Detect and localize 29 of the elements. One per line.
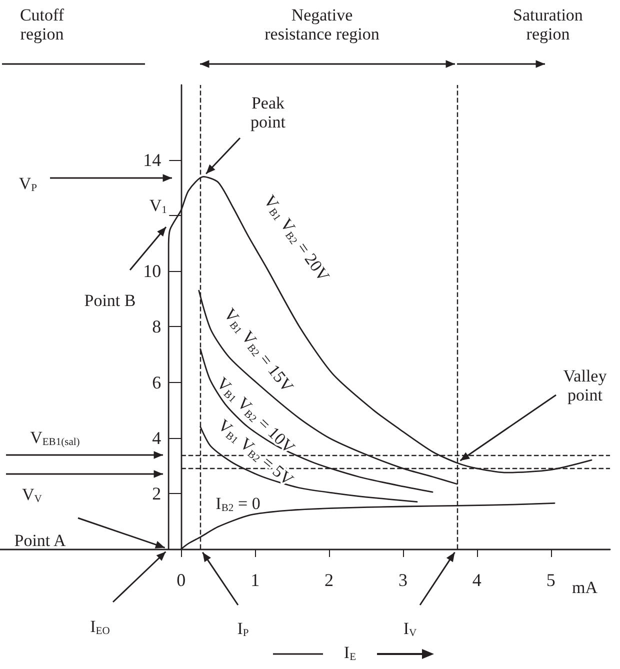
- text: Negative resistance region: [264, 5, 380, 43]
- annotation: Peak point: [250, 93, 286, 131]
- annotation: Point B: [84, 290, 136, 310]
- text: Saturation region: [513, 5, 584, 43]
- x-tick-label: 4: [472, 570, 482, 590]
- annotation: V$_{1}$: [149, 196, 167, 216]
- series-label: I$_{B2}$ = 0: [216, 494, 260, 514]
- y-tick-label: 14: [143, 150, 162, 170]
- x-tick-label: 3: [398, 570, 408, 590]
- x-tick-label: 1: [250, 570, 260, 590]
- annotation: V$_{V}$: [22, 484, 42, 505]
- text: I$_{E}$: [344, 642, 356, 663]
- annotation: I$_{EO}$: [90, 616, 110, 637]
- annotation: V$_{EB1(sal)}$: [30, 428, 80, 448]
- y-tick-label: 4: [152, 428, 162, 448]
- y-tick-label: 8: [152, 316, 162, 337]
- y-tick-label: 6: [152, 372, 162, 392]
- annotation: Valley point: [563, 366, 608, 404]
- annotation: I$_{V}$: [403, 618, 417, 639]
- text: Cutoff region: [20, 5, 64, 43]
- y-tick-label: 2: [152, 483, 162, 504]
- annotation: I$_{P}$: [237, 618, 249, 639]
- x-tick-label: 5: [546, 570, 556, 590]
- x-tick-label: 2: [324, 570, 334, 590]
- x-axis-title: mA: [572, 578, 598, 597]
- annotation: V$_{P}$: [18, 174, 38, 194]
- annotation: Point A: [14, 530, 66, 550]
- x-tick-label: 0: [176, 570, 186, 590]
- y-tick-label: 10: [143, 261, 162, 282]
